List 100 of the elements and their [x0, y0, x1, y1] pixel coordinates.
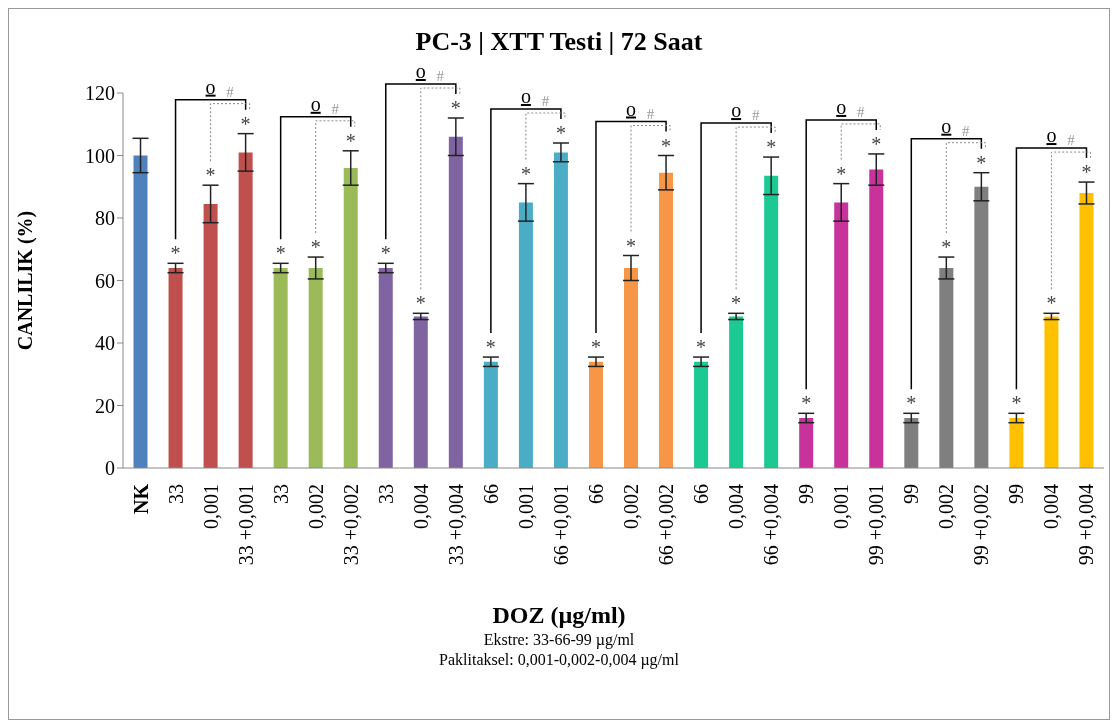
x-tick-label: 99 [795, 484, 818, 504]
annotation: # [541, 93, 550, 109]
y-axis-title: CANLILIK (%) [14, 210, 38, 351]
bar [659, 172, 674, 468]
y-tick-label: 80 [95, 207, 115, 230]
bar [203, 203, 218, 468]
annotation: # [751, 107, 760, 124]
data-label: * [240, 112, 251, 135]
data-label: * [1011, 392, 1022, 415]
x-tick-label: 99 +0,001 [865, 484, 888, 566]
data-label: * [1046, 292, 1057, 315]
data-label: * [731, 292, 742, 315]
data-label: * [871, 132, 882, 155]
data-label: * [170, 242, 181, 265]
x-tick-label: 33 [269, 484, 292, 504]
data-label: * [941, 236, 952, 259]
data-label: * [661, 134, 672, 157]
x-tick-label: 0,001 [830, 484, 853, 529]
x-tick-label: 0,002 [620, 484, 643, 529]
x-tick-label: 0,004 [409, 484, 432, 529]
data-label: * [520, 162, 531, 185]
data-label: * [696, 336, 707, 359]
annotation: # [1067, 132, 1076, 149]
x-tick-label: 66 +0,002 [655, 484, 678, 566]
data-label: * [345, 129, 356, 152]
bar [1044, 316, 1059, 468]
data-label: * [205, 164, 216, 187]
data-label: * [555, 122, 566, 144]
bar [308, 268, 323, 468]
annotation: o [626, 97, 637, 120]
bar [624, 268, 639, 468]
y-tick-label: 0 [105, 457, 115, 480]
x-tick-label: 33 [374, 484, 397, 504]
data-label: * [801, 392, 812, 415]
annotation: # [857, 103, 865, 120]
bar [448, 136, 463, 468]
data-label: * [626, 234, 637, 257]
bar [413, 316, 428, 468]
data-label: * [450, 97, 461, 119]
y-tick-label: 100 [85, 144, 115, 167]
annotation: # [646, 105, 655, 122]
bar [834, 202, 849, 468]
x-tick-label: 66 [584, 484, 607, 504]
data-label: * [976, 151, 987, 174]
data-label: * [310, 236, 321, 259]
data-label: * [275, 242, 286, 265]
data-label: * [415, 292, 426, 315]
y-tick-label: 40 [95, 332, 115, 355]
y-tick-label: 60 [95, 269, 115, 292]
data-label: * [766, 136, 777, 159]
x-tick-label: 66 +0,004 [760, 484, 783, 566]
bar [764, 175, 779, 468]
x-tick-label: 0,001 [199, 484, 222, 529]
bar [588, 361, 603, 468]
bar [378, 268, 393, 468]
annotation: o [731, 99, 742, 122]
x-tick-label: 0,004 [725, 484, 748, 529]
x-axis-title: DOZ (µg/ml) [491, 602, 627, 629]
bar [273, 268, 288, 468]
text: Paklitaksel: 0,001-0,002-0,004 µg/ml [438, 651, 680, 669]
x-tick-label: 0,001 [514, 484, 537, 529]
text: Ekstre: 33-66-99 µg/ml [482, 631, 636, 649]
x-tick-label: 33 +0,001 [234, 484, 257, 566]
bar [1079, 193, 1094, 468]
x-tick-label: 33 [164, 484, 187, 504]
bar [1009, 418, 1024, 468]
bar [238, 152, 253, 468]
data-label: * [485, 336, 496, 359]
bar [168, 268, 183, 468]
x-tick-label: 99 +0,004 [1075, 484, 1098, 566]
annotation: o [1046, 124, 1057, 147]
bar [694, 361, 709, 468]
bar [518, 202, 533, 468]
bar [343, 168, 358, 468]
y-tick-label: 120 [85, 82, 115, 105]
bar [553, 152, 568, 468]
annotation: o [310, 92, 321, 115]
x-tick-label: 66 [690, 484, 713, 504]
annotation: # [962, 122, 971, 139]
bar [799, 418, 814, 468]
annotation: # [226, 83, 235, 100]
data-label: * [836, 162, 847, 185]
y-tick-label: 20 [95, 394, 115, 417]
x-tick-label: 99 [1005, 484, 1028, 504]
bar [729, 316, 744, 468]
x-tick-label: 66 [479, 484, 502, 504]
x-tick-label: 33 +0,002 [339, 484, 362, 566]
x-tick-label: 99 [900, 484, 923, 504]
chart-title: PC-3 | XTT Testi | 72 Saat [414, 27, 704, 57]
x-tick-label: 66 +0,001 [549, 484, 572, 566]
annotation: o [205, 75, 216, 98]
annotation: o [836, 95, 847, 118]
data-label: * [590, 336, 601, 359]
x-tick-label: 99 +0,002 [970, 484, 993, 566]
bar [869, 169, 884, 468]
annotation: o [941, 114, 952, 137]
data-label: * [380, 242, 391, 265]
x-tick-label: 33 +0,004 [444, 484, 467, 566]
data-label: * [1081, 161, 1092, 184]
x-tick-label: 0,002 [935, 484, 958, 529]
